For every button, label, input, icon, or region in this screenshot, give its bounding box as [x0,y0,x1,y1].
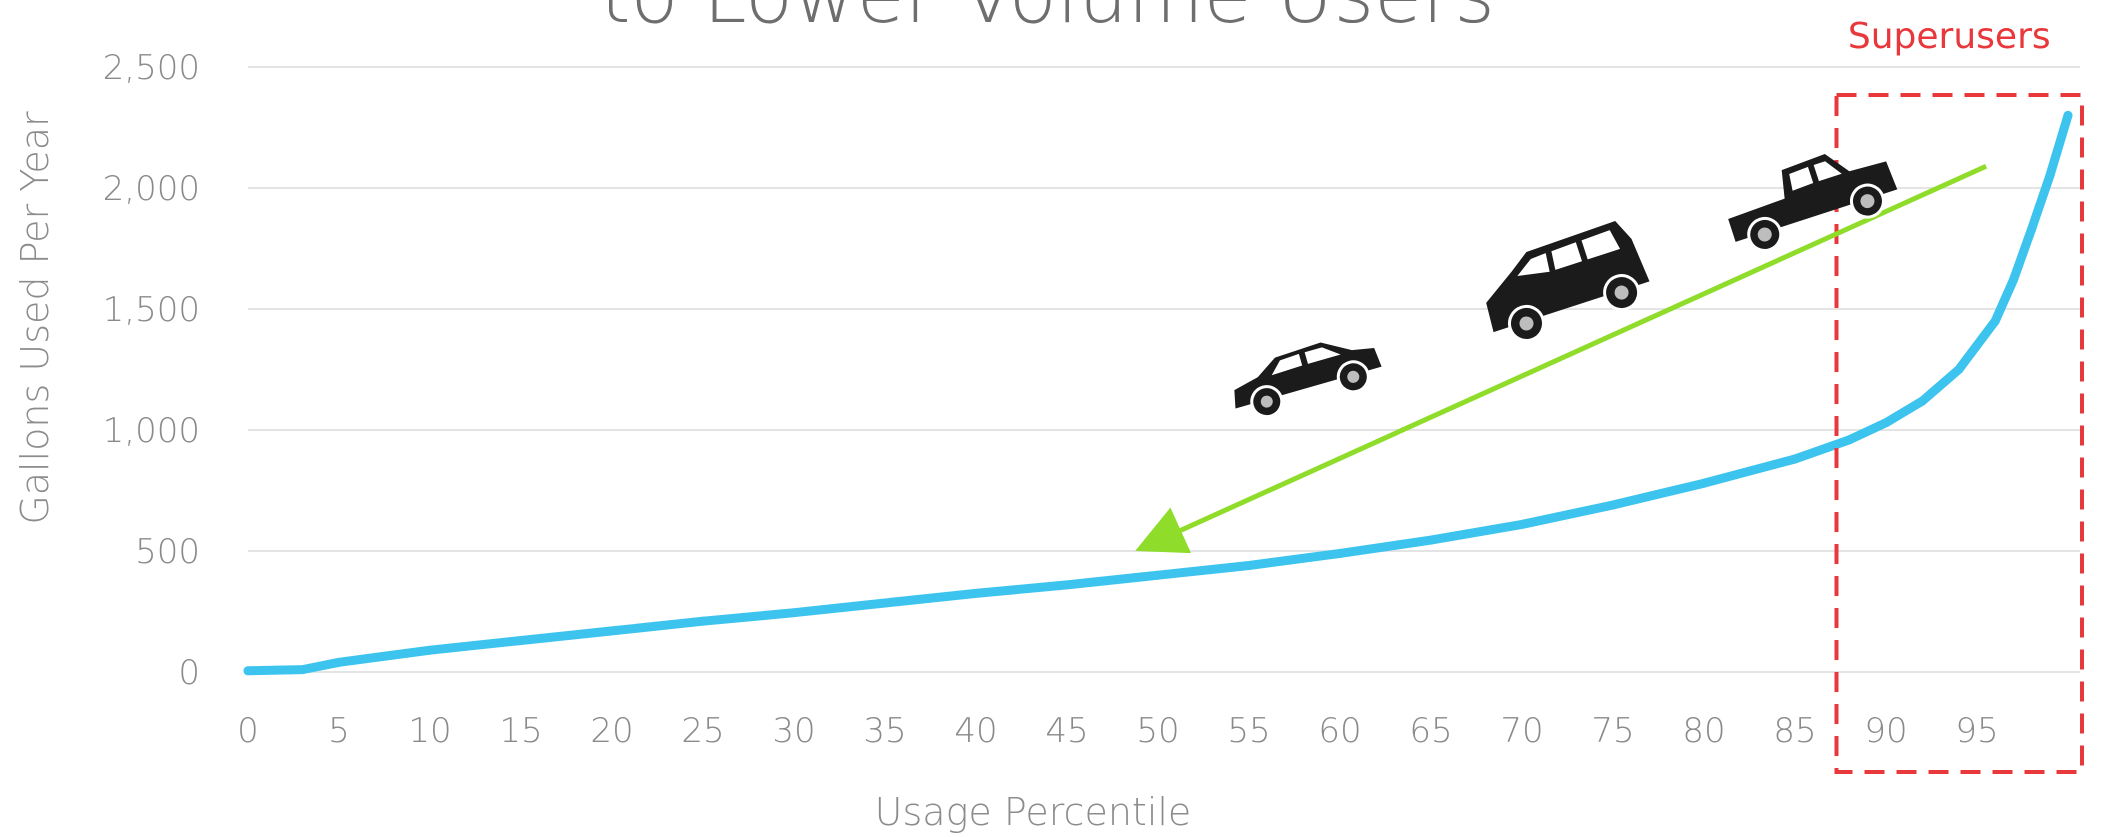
data-point [1426,535,1436,545]
x-tick-label: 80 [1682,711,1725,751]
x-tick-label: 15 [499,711,542,751]
x-tick-label: 5 [328,711,350,751]
data-point [1153,570,1163,580]
x-tick-label: 25 [681,711,724,751]
data-point [1608,500,1618,510]
x-tick-label: 90 [1864,711,1907,751]
gridlines [248,66,2080,673]
data-point [2027,224,2037,234]
minivan-icon [1486,221,1650,342]
y-tick-label: 1,000 [103,411,200,451]
y-tick-label: 1,500 [103,290,200,330]
data-point [880,598,890,608]
data-point [1244,561,1254,571]
x-tick-label: 40 [954,711,997,751]
data-point [2045,171,2055,181]
series-layer [243,110,2073,676]
data-point [2063,110,2073,120]
x-tick-label: 45 [1045,711,1088,751]
x-tick-label: 30 [772,711,815,751]
x-tick-label: 0 [237,711,259,751]
data-point [1699,478,1709,488]
x-tick-label: 35 [863,711,906,751]
y-tick-label: 0 [178,653,200,693]
x-tick-label: 20 [590,711,633,751]
data-point [1790,454,1800,464]
x-tick-label: 65 [1409,711,1452,751]
y-tick-label: 2,000 [103,169,200,209]
y-axis-title: Gallons Used Per Year [13,111,57,525]
x-tick-label: 10 [408,711,451,751]
data-point [789,608,799,618]
data-point [1954,365,1964,374]
y-tick-label: 2,500 [103,48,200,88]
x-axis-title: Usage Percentile [875,790,1192,834]
x-tick-label: 55 [1227,711,1270,751]
data-point [334,657,344,667]
data-point [1517,519,1527,529]
y-tick-label: 500 [135,532,200,572]
x-tick-label: 70 [1500,711,1543,751]
superusers-label: Superusers [1848,16,2051,57]
data-point [1062,580,1072,590]
data-point [607,626,617,636]
data-point [298,665,308,675]
data-point [971,588,981,598]
x-tick-label: 50 [1136,711,1179,751]
chart-title: to Lower Volume Users [600,0,1495,41]
x-tick-label: 75 [1591,711,1634,751]
shift-arrow [1135,163,1988,554]
sedan-icon [1234,342,1382,419]
data-point [1335,548,1345,558]
x-tick-label: 60 [1318,711,1361,751]
data-point [1845,435,1855,445]
data-point [1881,418,1891,428]
x-tick-label: 95 [1955,711,1998,751]
data-point [425,645,435,655]
superusers-box [1834,93,2084,774]
x-tick-label: 85 [1773,711,1816,751]
data-point [1917,396,1927,406]
data-point [516,636,526,646]
data-point [698,616,708,626]
y-axis-ticks: 0 500 1,000 1,500 2,000 2,500 [103,48,200,693]
data-point [1990,316,2000,326]
data-point [243,666,253,676]
series-line [243,110,2073,676]
x-axis-ticks: 0 5 10 15 20 25 30 35 40 45 50 55 60 65 70 75 80 85 90 95 [237,711,1998,751]
pickup-truck-icon [1728,153,1898,252]
data-point [2008,275,2018,285]
